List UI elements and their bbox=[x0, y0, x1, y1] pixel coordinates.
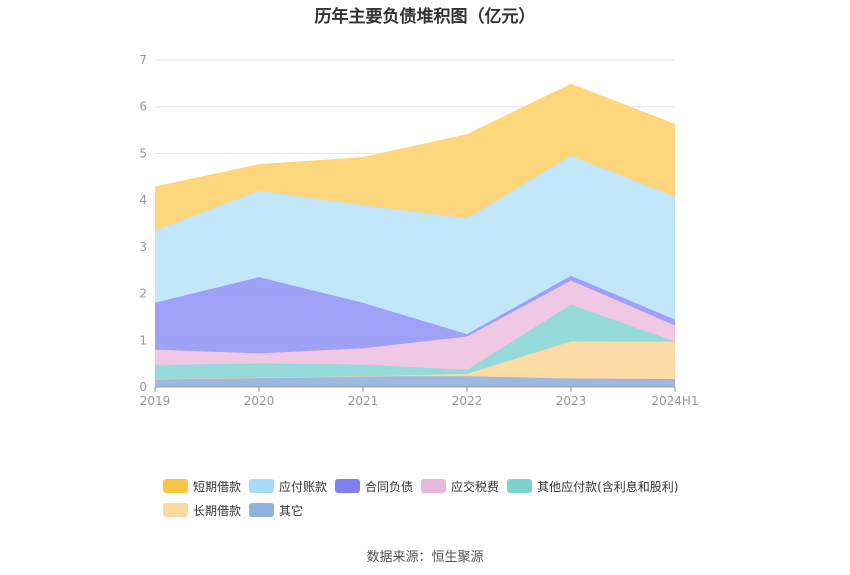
area-series-其它 bbox=[155, 376, 675, 387]
y-tick-label: 4 bbox=[139, 193, 147, 207]
y-tick-label: 5 bbox=[139, 146, 147, 160]
legend-row: 短期借款 应付账款 合同负债 应交税费 其他应付款(含利息和股利) bbox=[163, 474, 763, 498]
legend-swatch bbox=[421, 479, 447, 493]
legend-label: 应付账款 bbox=[279, 479, 328, 494]
data-source: 数据来源：恒生聚源 bbox=[366, 550, 484, 565]
legend-swatch bbox=[249, 479, 275, 493]
legend-item[interactable]: 长期借款 bbox=[163, 502, 241, 519]
area-series-短期借款 bbox=[155, 84, 675, 231]
area-series-应交税费 bbox=[155, 280, 675, 371]
y-tick-label: 6 bbox=[139, 100, 147, 114]
x-tick-label: 2022 bbox=[452, 394, 483, 408]
area-series-合同负债 bbox=[155, 275, 675, 354]
axes: 0 1 2 3 4 5 6 7 2019 2020 2021 2022 2023 2024H1 bbox=[139, 53, 698, 408]
x-tick-label: 2019 bbox=[140, 394, 171, 408]
y-tick-label: 2 bbox=[139, 287, 147, 301]
y-tick-label: 7 bbox=[139, 53, 147, 67]
legend-item[interactable]: 应交税费 bbox=[421, 478, 499, 495]
legend-swatch bbox=[163, 503, 188, 517]
area-series-应付账款 bbox=[155, 155, 675, 335]
legend-row: 长期借款 其它 bbox=[163, 498, 763, 522]
legend-swatch bbox=[249, 503, 275, 517]
legend-label: 短期借款 bbox=[193, 479, 242, 494]
legend-label: 其他应付款(含利息和股利) bbox=[537, 479, 679, 494]
legend-item[interactable]: 应付账款 bbox=[249, 478, 327, 495]
legend-item[interactable]: 合同负债 bbox=[335, 478, 413, 495]
x-tick-label: 2024H1 bbox=[651, 394, 698, 408]
stacked-area-chart: 0 1 2 3 4 5 6 7 2019 2020 2021 2022 2023 2024H1 bbox=[139, 53, 698, 408]
chart-title: 历年主要负债堆积图（亿元） bbox=[314, 7, 536, 27]
x-tick-label: 2020 bbox=[244, 394, 275, 408]
legend-swatch bbox=[163, 479, 188, 493]
x-tick-label: 2023 bbox=[556, 394, 587, 408]
legend-label: 其它 bbox=[279, 503, 304, 518]
y-tick-label: 1 bbox=[139, 333, 147, 347]
legend-label: 长期借款 bbox=[193, 503, 242, 518]
legend: 短期借款 应付账款 合同负债 应交税费 其他应付款(含利息和股利) 长期借款 其它 bbox=[163, 474, 763, 522]
y-tick-label: 0 bbox=[139, 380, 147, 394]
legend-swatch bbox=[507, 479, 533, 493]
legend-item[interactable]: 其他应付款(含利息和股利) bbox=[507, 478, 678, 495]
legend-label: 合同负债 bbox=[365, 479, 414, 494]
area-series bbox=[154, 83, 676, 387]
legend-item[interactable]: 短期借款 bbox=[163, 478, 241, 495]
area-series-长期借款 bbox=[155, 341, 675, 380]
legend-swatch bbox=[335, 479, 361, 493]
x-tick-label: 2021 bbox=[348, 394, 379, 408]
area-series-其他应付款(含利息和股利) bbox=[155, 304, 675, 380]
area-series-line-短期借款 bbox=[154, 83, 676, 188]
legend-label: 应交税费 bbox=[451, 479, 500, 494]
y-tick-label: 3 bbox=[139, 240, 147, 254]
legend-item[interactable]: 其它 bbox=[249, 502, 303, 519]
